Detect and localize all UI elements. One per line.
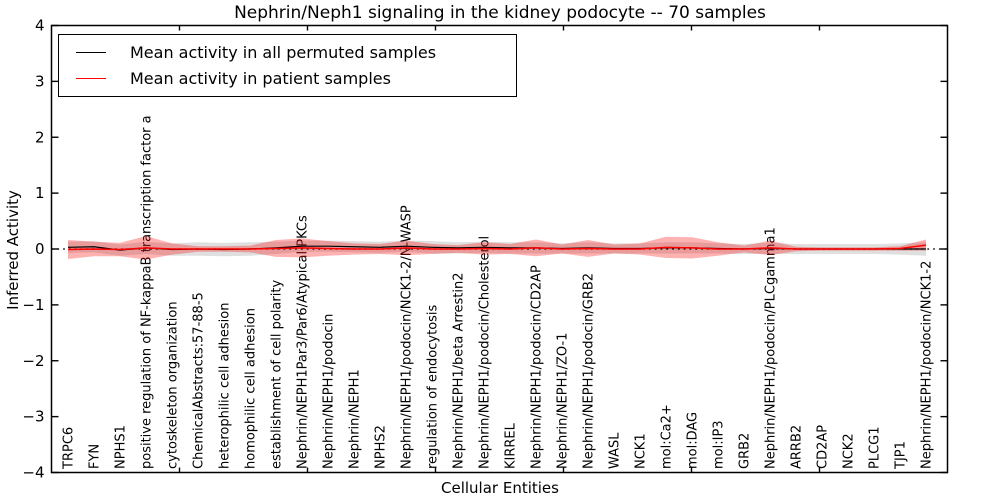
x-tick-label: Nephrin/NEPH1/ZO-1 <box>556 333 571 469</box>
axis-ticks <box>51 24 948 474</box>
x-tick-label: Nephrin/NEPH1/podocin/Cholesterol <box>478 236 493 469</box>
x-tick-label: NPHS2 <box>374 425 389 469</box>
x-tick-label: NCK2 <box>842 433 857 469</box>
x-tick-label: Nephrin/NEPH1/beta Arrestin2 <box>452 273 467 470</box>
y-tick-labels: −4 −3 −2 −1 0 1 2 3 4 <box>22 17 44 482</box>
x-tick-label: Nephrin/NEPH1 <box>348 369 363 469</box>
x-tick-label: TRPC6 <box>62 427 77 470</box>
x-tick-label: homophilic cell adhesion <box>244 308 259 469</box>
legend-entry-permuted: Mean activity in all permuted samples <box>76 43 516 62</box>
x-tick-label: regulation of endocytosis <box>426 304 441 469</box>
y-axis-label: Inferred Activity <box>4 190 22 310</box>
x-tick-label: establishment of cell polarity <box>270 280 285 469</box>
legend: Mean activity in all permuted samples Me… <box>58 34 517 97</box>
x-tick-label: mol:DAG <box>686 412 701 469</box>
legend-entry-patient: Mean activity in patient samples <box>76 69 516 88</box>
x-tick-label: ChemicalAbstracts:57-88-5 <box>192 292 207 469</box>
x-tick-label: ARRB2 <box>790 425 805 469</box>
x-tick-label: mol:Ca2+ <box>660 404 675 469</box>
legend-line-sample-red <box>76 78 106 80</box>
y-tick-label: −3 <box>22 408 44 426</box>
y-tick-label: 3 <box>35 72 45 90</box>
legend-line-sample-black <box>76 51 106 53</box>
x-tick-label: Nephrin/NEPH1Par3/Par6/Atypical PKCs <box>296 215 311 469</box>
x-tick-label: heterophilic cell adhesion <box>218 303 233 470</box>
x-tick-label: mol:IP3 <box>712 420 727 469</box>
y-tick-label: 2 <box>35 128 45 146</box>
patient-mean-line <box>67 244 927 251</box>
x-tick-label: cytoskeleton organization <box>166 301 181 469</box>
y-tick-label: 4 <box>35 17 45 35</box>
chart-title: Nephrin/Neph1 signaling in the kidney po… <box>234 3 766 23</box>
x-tick-label: positive regulation of NF-kappaB transcr… <box>140 115 155 469</box>
x-tick-label: WASL <box>608 432 623 469</box>
legend-entry-label: Mean activity in patient samples <box>130 69 391 89</box>
x-tick-label: Nephrin/NEPH1/podocin/PLCgamma1 <box>764 227 779 469</box>
y-tick-label: −2 <box>22 352 44 370</box>
legend-entry-label: Mean activity in all permuted samples <box>130 42 437 62</box>
x-tick-label: KIRREL <box>504 422 519 469</box>
x-tick-label: Nephrin/NEPH1/podocin/CD2AP <box>530 265 545 469</box>
plot-area: TRPC6 FYN NPHS1 positive regulation of NF-k… <box>51 115 948 470</box>
x-tick-label: Nephrin/NEPH1/podocin/NCK1-2 <box>920 261 935 469</box>
y-tick-label: −4 <box>22 464 44 482</box>
x-tick-labels: TRPC6 FYN NPHS1 positive regulation of NF-k… <box>62 115 935 470</box>
x-tick-label: Nephrin/NEPH1/podocin <box>322 314 337 469</box>
x-tick-label: PLCG1 <box>868 426 883 469</box>
x-axis-label: Cellular Entities <box>441 479 559 497</box>
x-tick-label: NCK1 <box>634 433 649 469</box>
x-tick-label: GRB2 <box>738 433 753 469</box>
y-tick-label: 0 <box>35 240 45 258</box>
x-tick-label: TJP1 <box>894 441 909 470</box>
x-tick-label: Nephrin/NEPH1/podocin/GRB2 <box>582 273 597 469</box>
x-tick-label: NPHS1 <box>114 425 129 469</box>
x-tick-label: Nephrin/NEPH1/podocin/NCK1-2/N-WASP <box>400 205 415 469</box>
y-tick-label: 1 <box>35 184 45 202</box>
x-tick-label: FYN <box>88 444 103 469</box>
x-tick-label: CD2AP <box>816 425 831 469</box>
y-tick-label: −1 <box>22 296 44 314</box>
